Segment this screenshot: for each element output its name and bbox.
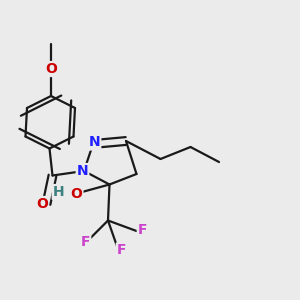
Text: F: F [138,223,147,236]
Text: O: O [45,62,57,76]
Text: F: F [81,235,90,248]
Text: N: N [89,136,100,149]
Text: O: O [36,197,48,211]
Text: O: O [70,187,83,200]
Text: F: F [117,244,126,257]
Text: N: N [77,164,88,178]
Text: H: H [53,185,64,199]
